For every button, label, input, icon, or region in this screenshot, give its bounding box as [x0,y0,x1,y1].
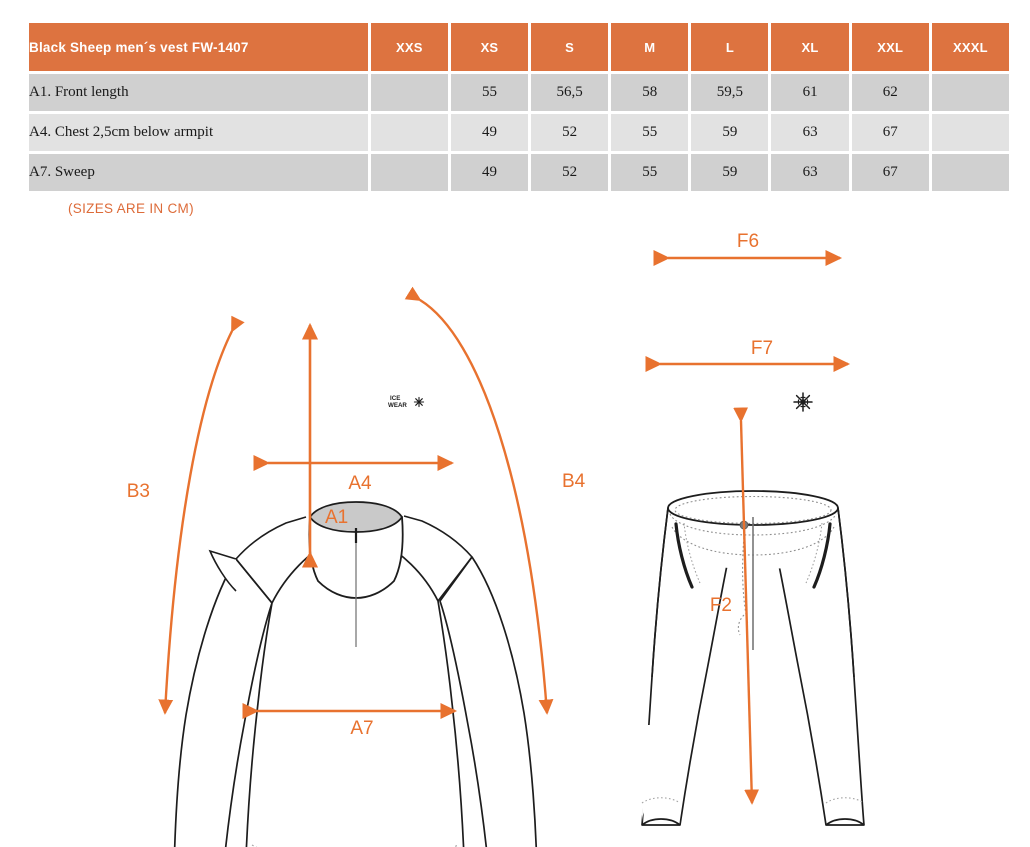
measurement-value: 52 [531,154,609,191]
measurement-value: 49 [450,114,529,151]
measurement-value: 62 [851,74,929,111]
table-row: A1. Front length 55 56,5 58 59,5 61 62 [29,74,1009,111]
logo-line-wear: WEAR [388,402,407,409]
measurement-value: 56,5 [531,74,609,111]
table-row: A4. Chest 2,5cm below armpit 49 52 55 59… [29,114,1009,151]
snowflake-icon [413,396,425,408]
size-header-xxxl: XXXL [931,23,1009,71]
size-chart-table: Black Sheep men´s vest FW-1407 XXS XS S … [26,20,1012,194]
measurement-value: 61 [771,74,849,111]
jacket-right-shoulder-seam [403,515,473,558]
measure-arrow-b4 [404,286,554,715]
measurement-value: 59,5 [691,74,769,111]
logo-line-ice: ICE [390,395,400,402]
jacket-collar-opening [308,501,404,533]
size-header-m: M [611,23,689,71]
measure-label-a4: A4 [348,473,372,494]
pants-illustration: F6 F7 F2 [641,231,865,826]
measurement-value: 63 [771,154,849,191]
measurement-value: 52 [531,114,609,151]
size-header-s: S [531,23,609,71]
measure-label-f6: F6 [737,231,759,252]
measure-label-f7: F7 [751,338,773,359]
measurement-value [931,74,1009,111]
measurement-label: A1. Front length [29,74,368,111]
measurement-value [370,154,448,191]
measure-arrow-b3 [158,315,245,715]
jacket-illustration: ICE WEAR A4 A1 A7 B3 B4 [127,286,586,847]
pants-left-pocket [674,522,694,589]
measurement-label: A7. Sweep [29,154,368,191]
measurement-label: A4. Chest 2,5cm below armpit [29,114,368,151]
jacket-left-shoulder-seam [235,516,307,560]
garment-diagram: ICE WEAR A4 A1 A7 B3 B4 [0,225,1030,847]
table-header-row: Black Sheep men´s vest FW-1407 XXS XS S … [29,23,1009,71]
measurement-value: 58 [611,74,689,111]
size-header-xl: XL [771,23,849,71]
measure-label-b4: B4 [562,471,586,492]
measure-arrow-f2 [733,407,760,805]
size-chart-table-container: Black Sheep men´s vest FW-1407 XXS XS S … [26,20,1012,194]
measurement-value: 67 [851,114,929,151]
measurement-value [370,74,448,111]
units-caption: (SIZES ARE IN CM) [68,201,194,216]
measure-label-a7: A7 [350,718,373,739]
size-header-l: L [691,23,769,71]
measurement-value: 67 [851,154,929,191]
pants-right-pocket [812,522,832,589]
measurement-value: 63 [771,114,849,151]
measurement-value: 55 [611,114,689,151]
measurement-value: 49 [450,154,529,191]
snowflake-icon [793,392,813,412]
table-row: A7. Sweep 49 52 55 59 63 67 [29,154,1009,191]
measurement-value [931,154,1009,191]
measurement-value: 55 [611,154,689,191]
measure-label-a1: A1 [325,507,348,528]
measurement-value [931,114,1009,151]
ice-wear-logo: ICE WEAR [388,395,425,409]
size-header-xxs: XXS [370,23,448,71]
measurement-value [370,114,448,151]
size-header-xs: XS [450,23,529,71]
measurement-value: 59 [691,154,769,191]
size-header-xxl: XXL [851,23,929,71]
measurement-value: 59 [691,114,769,151]
measurement-value: 55 [450,74,529,111]
table-title-cell: Black Sheep men´s vest FW-1407 [29,23,368,71]
measure-label-f2: F2 [710,595,732,616]
measure-label-b3: B3 [127,481,150,502]
